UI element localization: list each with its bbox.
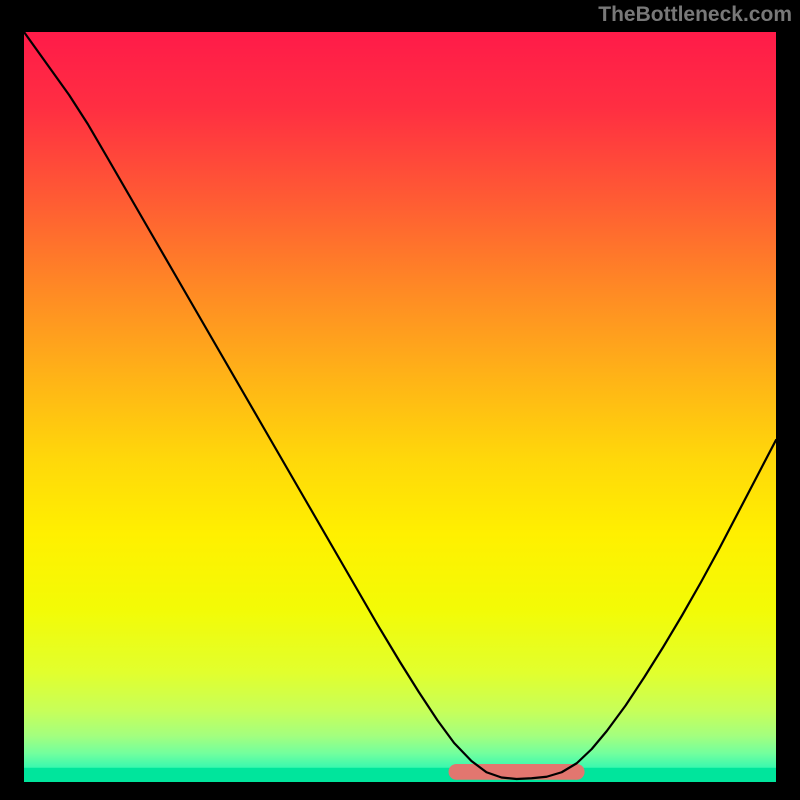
bottom-band — [24, 768, 776, 782]
chart-svg — [24, 32, 776, 782]
gradient-background — [24, 32, 776, 782]
watermark-text: TheBottleneck.com — [598, 3, 792, 27]
plot-area — [24, 32, 776, 782]
chart-container: TheBottleneck.com — [0, 0, 800, 800]
